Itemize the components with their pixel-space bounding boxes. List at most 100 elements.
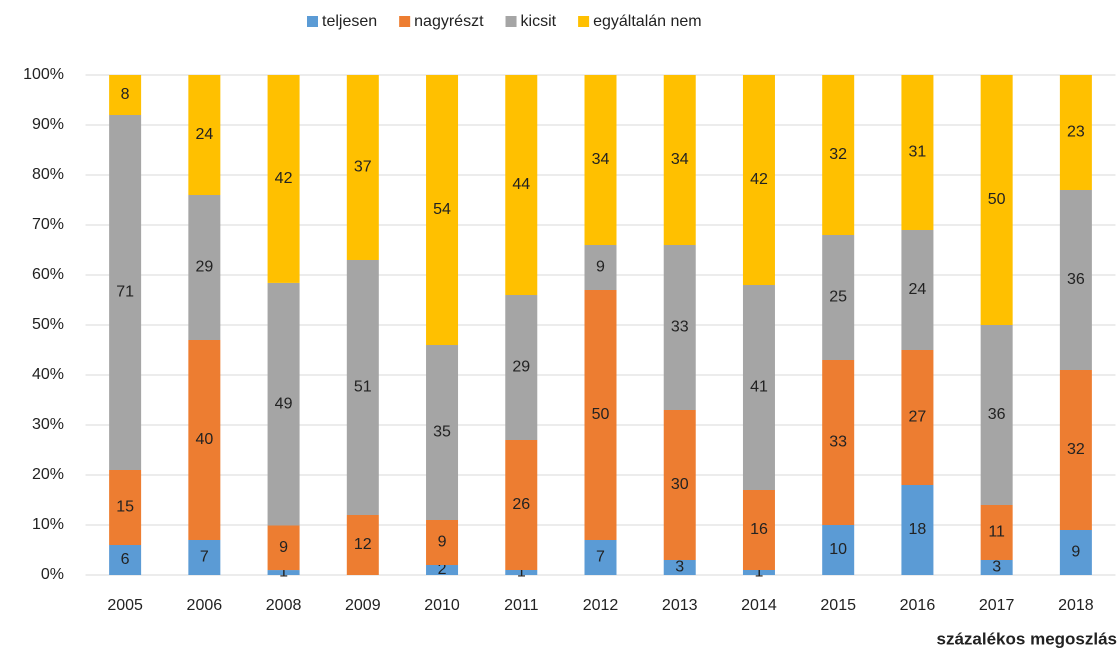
bar-segment <box>822 525 855 575</box>
bar-segment <box>346 75 379 260</box>
x-tick-label: 2008 <box>266 597 302 614</box>
data-label: 9 <box>596 259 605 276</box>
data-label: 32 <box>1067 441 1085 458</box>
data-label: 29 <box>512 359 530 376</box>
bar-segment <box>980 75 1013 325</box>
data-label: 9 <box>1071 544 1080 561</box>
bar-segment <box>426 520 459 565</box>
data-label: 3 <box>675 559 684 576</box>
bar-segment <box>426 565 459 575</box>
data-label: 35 <box>433 424 451 441</box>
bar-segment <box>663 75 696 245</box>
data-label: 51 <box>354 379 372 396</box>
x-tick-label: 2018 <box>1058 597 1094 614</box>
data-label: 36 <box>1067 271 1085 288</box>
x-tick-label: 2017 <box>979 597 1015 614</box>
data-label: 16 <box>750 521 768 538</box>
bar-segment <box>584 540 617 575</box>
data-label: 41 <box>750 379 768 396</box>
legend-swatch <box>505 16 517 27</box>
bar-segment <box>901 75 934 230</box>
bar-segment <box>505 570 538 575</box>
data-label: 15 <box>116 499 134 516</box>
data-label: 32 <box>829 146 847 163</box>
data-label: 29 <box>195 259 213 276</box>
x-tick-label: 2016 <box>900 597 936 614</box>
data-label: 42 <box>750 171 768 188</box>
bar-segment <box>346 260 379 515</box>
bar-segment <box>980 560 1013 575</box>
bar-segment <box>1059 530 1092 575</box>
data-label: 44 <box>512 176 530 193</box>
legend-swatch <box>307 16 318 27</box>
bar-segment <box>584 245 617 290</box>
y-tick-label: 70% <box>32 216 64 233</box>
y-tick-label: 50% <box>32 316 64 333</box>
bar-segment <box>188 75 221 195</box>
data-label: 25 <box>829 289 847 306</box>
bar-segment <box>742 75 775 285</box>
data-label: 26 <box>512 496 530 513</box>
data-label: 30 <box>671 476 689 493</box>
data-label: 1 <box>279 564 288 581</box>
y-tick-label: 40% <box>32 366 64 383</box>
data-label: 42 <box>275 170 293 187</box>
data-label: 40 <box>195 431 213 448</box>
bar-segment <box>822 75 855 235</box>
legend-label: kicsit <box>521 13 557 30</box>
data-label: 3 <box>992 559 1001 576</box>
y-tick-label: 90% <box>32 116 64 133</box>
x-tick-label: 2011 <box>504 597 539 614</box>
bar-segment <box>188 340 221 540</box>
bar-segment <box>663 245 696 410</box>
bar-segment <box>188 540 221 575</box>
bar-segment <box>109 75 142 115</box>
y-tick-label: 100% <box>23 66 64 83</box>
bar-segment <box>980 505 1013 560</box>
x-tick-label: 2010 <box>424 597 460 614</box>
bar-segment <box>901 485 934 575</box>
data-label: 18 <box>909 521 927 538</box>
legend-swatch <box>399 16 411 27</box>
data-label: 12 <box>354 536 372 553</box>
bar-segment <box>267 525 300 571</box>
data-label: 8 <box>121 86 130 103</box>
legend-label: egyáltalán nem <box>593 13 702 30</box>
data-label: 9 <box>438 534 447 551</box>
data-label: 6 <box>121 551 130 568</box>
data-label: 37 <box>354 159 372 176</box>
data-label: 34 <box>671 151 689 168</box>
data-label: 7 <box>596 549 605 566</box>
legend-swatch <box>578 16 590 27</box>
bar-segment <box>505 75 538 295</box>
footnote: százalékos megoszlás <box>937 629 1117 648</box>
y-tick-label: 60% <box>32 266 64 283</box>
bar-segment <box>742 285 775 490</box>
x-tick-label: 2009 <box>345 597 381 614</box>
data-label: 34 <box>592 151 610 168</box>
data-label: 31 <box>909 144 927 161</box>
y-tick-label: 80% <box>32 166 64 183</box>
data-label: 24 <box>909 281 927 298</box>
y-tick-label: 30% <box>32 416 64 433</box>
bar-segment <box>742 490 775 570</box>
bar-segment <box>1059 75 1092 190</box>
x-tick-label: 2014 <box>741 597 777 614</box>
y-tick-label: 20% <box>32 466 64 483</box>
data-label: 50 <box>988 191 1006 208</box>
bar-segment <box>742 570 775 575</box>
data-label: 50 <box>592 406 610 423</box>
bar-segment <box>505 295 538 440</box>
bar-segment <box>663 560 696 575</box>
y-tick-label: 0% <box>41 566 64 583</box>
bar-segment <box>188 195 221 340</box>
data-label: 54 <box>433 201 451 218</box>
data-label: 10 <box>829 541 847 558</box>
legend-label: nagyrészt <box>414 13 484 30</box>
data-label: 36 <box>988 406 1006 423</box>
bar-segment <box>426 345 459 520</box>
data-label: 33 <box>671 319 689 336</box>
bar-segment <box>346 515 379 575</box>
bar-segment <box>267 75 300 283</box>
bar-segment <box>109 545 142 575</box>
